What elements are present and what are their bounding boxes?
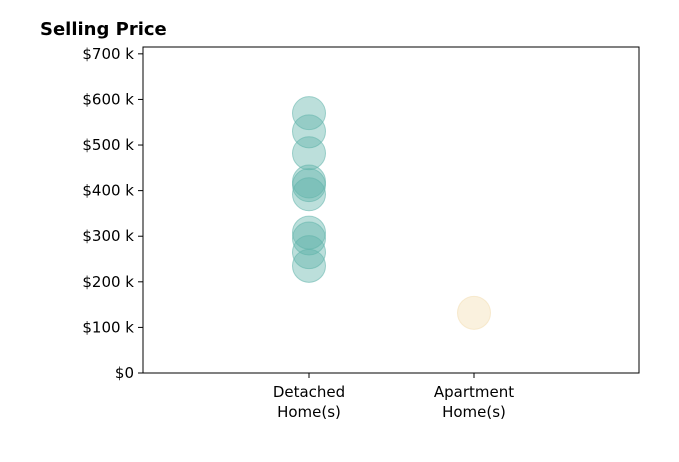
plot-frame: [142, 46, 640, 374]
y-tick-label: $0: [115, 364, 134, 382]
y-tick-label: $400 k: [82, 182, 134, 200]
data-point: [457, 295, 491, 330]
x-axis: Detached Home(s) Apartment Home(s): [273, 373, 514, 421]
chart-title: Selling Price: [40, 19, 167, 40]
y-tick-label: $300 k: [82, 227, 134, 245]
data-point: [292, 177, 326, 212]
x-tick-label: Detached Home(s): [273, 383, 345, 421]
y-tick-label: $500 k: [82, 136, 134, 154]
data-points: [292, 96, 491, 330]
data-point: [292, 96, 326, 131]
data-point: [292, 114, 326, 149]
data-point: [292, 136, 326, 171]
data-point: [292, 221, 326, 256]
data-point: [292, 235, 326, 270]
y-tick-label: $100 k: [82, 318, 134, 336]
data-point: [292, 248, 326, 283]
y-tick-label: $200 k: [82, 273, 134, 291]
y-tick-label: $700 k: [82, 45, 134, 63]
y-tick-label: $600 k: [82, 90, 134, 108]
x-tick-label: Apartment Home(s): [434, 383, 514, 421]
data-point: [292, 168, 326, 203]
y-axis: $0 $100 k $200 k $300 k $400 k $500 k $600 k $7…: [82, 45, 143, 382]
